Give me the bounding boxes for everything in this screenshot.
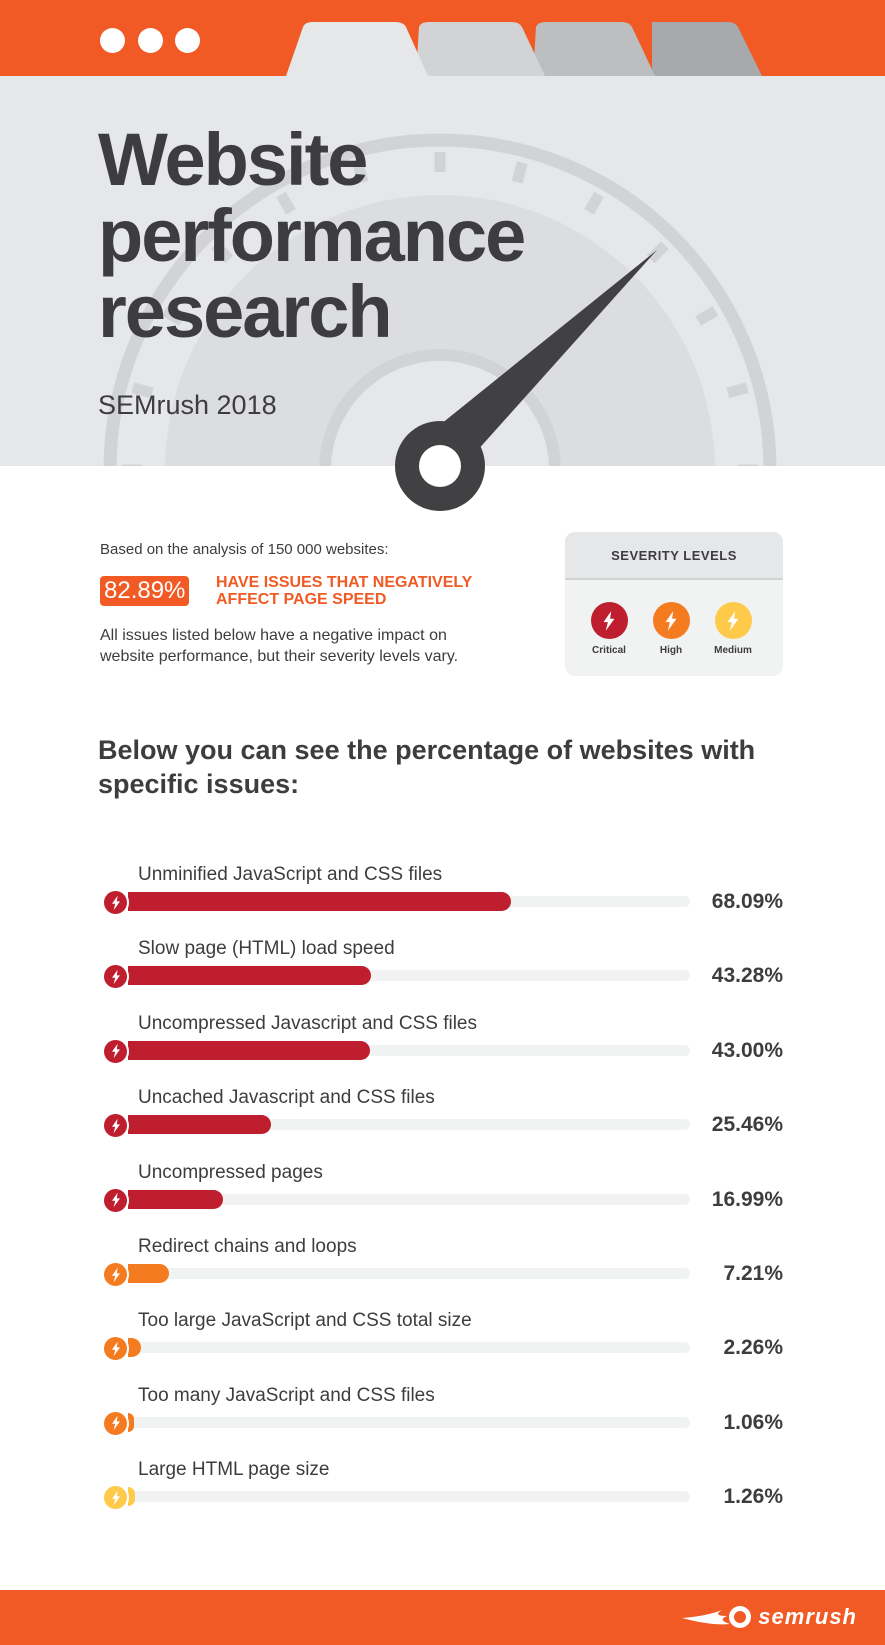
- gauge-tick: [211, 241, 234, 264]
- gauge-needle: [395, 250, 657, 511]
- bar-value: 25.46%: [711, 1113, 783, 1137]
- bar-row: Too large JavaScript and CSS total size …: [0, 1310, 885, 1370]
- bar-row: Uncompressed pages 16.99%: [0, 1162, 885, 1222]
- bar-row: Too many JavaScript and CSS files 1.06%: [0, 1385, 885, 1445]
- gauge-tick: [511, 161, 528, 184]
- window-dot: [100, 28, 125, 53]
- tab: [416, 22, 545, 76]
- page-title: Website performance research: [98, 118, 526, 353]
- lightning-icon: [102, 1484, 129, 1512]
- bar-label: Uncompressed pages: [138, 1161, 323, 1183]
- bar: [128, 1040, 370, 1060]
- bar: [128, 1487, 136, 1507]
- highlight-text: HAVE ISSUES THAT NEGATIVELY AFFECT PAGE …: [216, 574, 473, 608]
- lightning-icon: [102, 889, 129, 916]
- bar-track: [115, 1416, 690, 1428]
- bar-track: [115, 970, 690, 982]
- bar-row: Slow page (HTML) load speed 43.28%: [0, 938, 885, 998]
- lightning-icon: [102, 1335, 129, 1363]
- bar-label: Slow page (HTML) load speed: [138, 938, 395, 960]
- gauge-tick: [352, 161, 369, 184]
- bar-value: 16.99%: [711, 1187, 783, 1211]
- lightning-icon: [590, 602, 628, 639]
- gauge-tick: [726, 382, 749, 399]
- severity-critical: Critical: [579, 602, 639, 656]
- bar-row: Uncached Javascript and CSS files 25.46%: [0, 1087, 885, 1147]
- window-dot: [138, 28, 163, 53]
- bar: [128, 1189, 224, 1209]
- bar-label: Redirect chains and loops: [138, 1236, 357, 1257]
- lightning-icon: [102, 1409, 129, 1437]
- severity-title: SEVERITY LEVELS: [565, 532, 783, 580]
- bar-track: [115, 1193, 690, 1205]
- subtitle: SEMrush 2018: [98, 390, 277, 420]
- gauge-tick: [646, 241, 669, 264]
- gauge-tick: [161, 306, 185, 326]
- severity-high: High: [641, 602, 701, 656]
- bar-row: Uncompressed Javascript and CSS files 43…: [0, 1013, 885, 1073]
- bar-track: [115, 1342, 690, 1354]
- gauge-tick: [276, 191, 296, 215]
- bar-value: 68.09%: [711, 890, 783, 913]
- bar: [128, 1338, 141, 1358]
- lightning-icon: [102, 963, 129, 991]
- bar-label: Uncached Javascript and CSS files: [138, 1087, 435, 1109]
- logo-text: semrush: [758, 1604, 857, 1629]
- bar: [128, 892, 511, 911]
- tab-active: [286, 22, 428, 76]
- lightning-icon: [102, 1037, 129, 1065]
- bar-value: 1.06%: [723, 1410, 783, 1434]
- lightning-icon: [652, 602, 690, 639]
- bar-row: Unminified JavaScript and CSS files 68.0…: [0, 864, 885, 924]
- bar-value: 1.26%: [723, 1485, 783, 1509]
- bar-track: [115, 1119, 690, 1131]
- tab: [533, 22, 655, 76]
- lightning-icon: [102, 1186, 129, 1214]
- bar-value: 7.21%: [723, 1262, 783, 1285]
- lightning-icon: [102, 1261, 129, 1288]
- bar-track: [115, 1268, 690, 1279]
- severity-label: Critical: [592, 645, 626, 656]
- speedometer-illustration: [103, 133, 777, 466]
- bar: [128, 1412, 134, 1432]
- browser-tabs: [286, 22, 762, 76]
- bar-label: Too many JavaScript and CSS files: [138, 1384, 435, 1406]
- severity-medium: Medium: [703, 602, 763, 656]
- semrush-logo: semrush: [682, 1604, 857, 1630]
- bar-label: Too large JavaScript and CSS total size: [138, 1310, 472, 1332]
- bar-label: Large HTML page size: [138, 1459, 330, 1481]
- analysis-text: Based on the analysis of 150 000 website…: [100, 541, 389, 558]
- top-bar: [0, 0, 885, 76]
- bar-track: [115, 1044, 690, 1056]
- bar-row: Redirect chains and loops 7.21%: [0, 1236, 885, 1296]
- bar-track: [115, 1491, 690, 1503]
- gauge-tick: [695, 306, 719, 326]
- highlight-value: 82.89%: [100, 576, 190, 606]
- window-dot: [175, 28, 200, 53]
- fireball-icon: [682, 1606, 752, 1628]
- bar: [128, 966, 372, 986]
- lightning-icon: [714, 602, 752, 639]
- bar-label: Uncompressed Javascript and CSS files: [138, 1012, 477, 1034]
- bar: [128, 1264, 169, 1283]
- severity-label: Medium: [714, 645, 752, 656]
- note-text: All issues listed below have a negative …: [100, 627, 459, 665]
- tab: [652, 22, 762, 76]
- gauge-tick: [584, 191, 604, 215]
- bar-label: Unminified JavaScript and CSS files: [138, 864, 443, 885]
- severity-label: High: [659, 645, 683, 656]
- hero: Website performance research SEMrush 201…: [0, 76, 885, 466]
- bar-value: 43.28%: [711, 964, 783, 988]
- bar-value: 2.26%: [723, 1336, 783, 1360]
- section-heading: Below you can see the percentage of webs…: [98, 735, 756, 799]
- bar-row: Large HTML page size 1.26%: [0, 1459, 885, 1519]
- footer: semrush: [0, 1590, 885, 1645]
- bar: [128, 1115, 272, 1135]
- bar-value: 43.00%: [711, 1038, 783, 1062]
- gauge-tick: [131, 382, 154, 399]
- severity-legend: SEVERITY LEVELS Critical High Medium: [565, 532, 783, 676]
- lightning-icon: [102, 1112, 129, 1140]
